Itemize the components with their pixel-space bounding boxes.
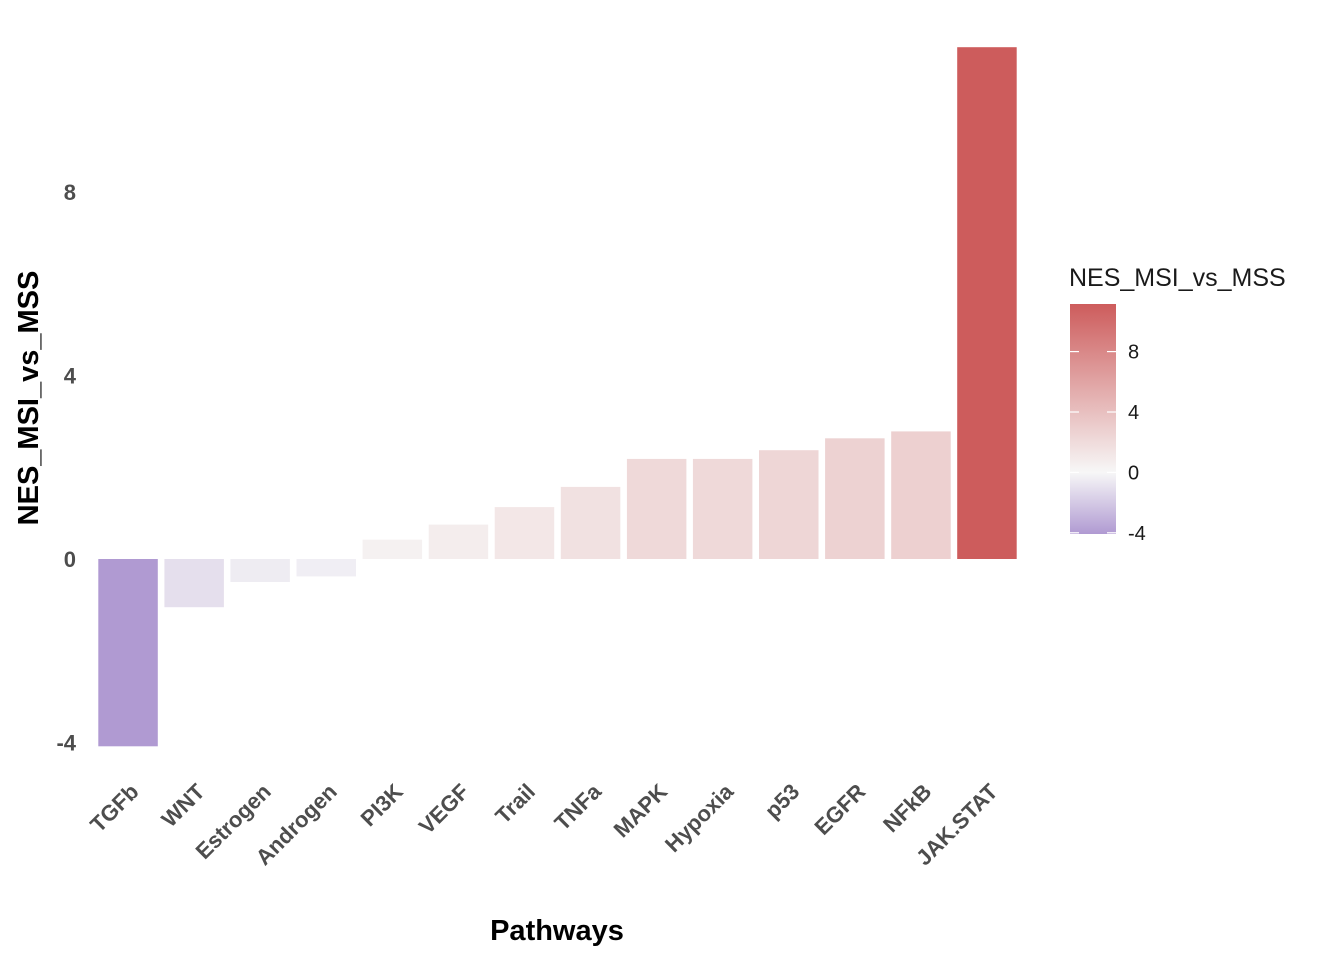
x-tick-label: MAPK — [609, 779, 673, 843]
legend-colorbar — [1070, 304, 1116, 534]
bar-trail — [494, 507, 555, 559]
legend-tick-label: 0 — [1128, 462, 1139, 484]
y-tick-label: 8 — [64, 180, 76, 205]
bar-tgfb — [98, 559, 158, 747]
y-tick-label: -4 — [56, 731, 76, 756]
y-axis-title: NES_MSI_vs_MSS — [13, 271, 45, 526]
bars-group — [98, 47, 1017, 747]
legend-tick-label: 4 — [1128, 402, 1139, 424]
x-tick-label: WNT — [157, 778, 210, 831]
x-axis-title: Pathways — [490, 915, 624, 947]
x-tick-label: TGFb — [85, 779, 143, 837]
bar-mapk — [626, 458, 687, 559]
x-tick-label: Hypoxia — [660, 778, 739, 857]
bar-tnfa — [560, 486, 621, 559]
y-tick-label: 4 — [64, 363, 77, 388]
x-tick-label: VEGF — [414, 779, 474, 839]
x-tick-label: PI3K — [356, 779, 408, 831]
bar-egfr — [825, 438, 885, 559]
legend-tick-label: -4 — [1128, 523, 1146, 545]
legend-tick-label: 8 — [1128, 342, 1139, 364]
bar-p53 — [759, 450, 819, 559]
x-tick-label: NFkB — [878, 779, 936, 837]
bar-estrogen — [230, 559, 290, 582]
x-tick-label: EGFR — [809, 779, 870, 840]
bar-vegf — [428, 524, 489, 559]
bar-pi3k — [362, 539, 423, 559]
bar-androgen — [296, 559, 356, 577]
bar-hypoxia — [692, 458, 753, 559]
bar-jak-stat — [957, 47, 1017, 559]
legend-title: NES_MSI_vs_MSS — [1069, 264, 1286, 292]
color-legend: NES_MSI_vs_MSS 8 4 0 -4 — [1069, 264, 1286, 545]
y-tick-label: 0 — [64, 547, 76, 572]
x-tick-label: Trail — [490, 779, 540, 829]
y-axis-ticks: -4 0 4 8 — [56, 180, 76, 756]
x-tick-label: TNFa — [549, 778, 606, 835]
bar-wnt — [164, 559, 224, 608]
x-tick-label: p53 — [760, 779, 804, 823]
bar-nfkb — [891, 431, 951, 559]
